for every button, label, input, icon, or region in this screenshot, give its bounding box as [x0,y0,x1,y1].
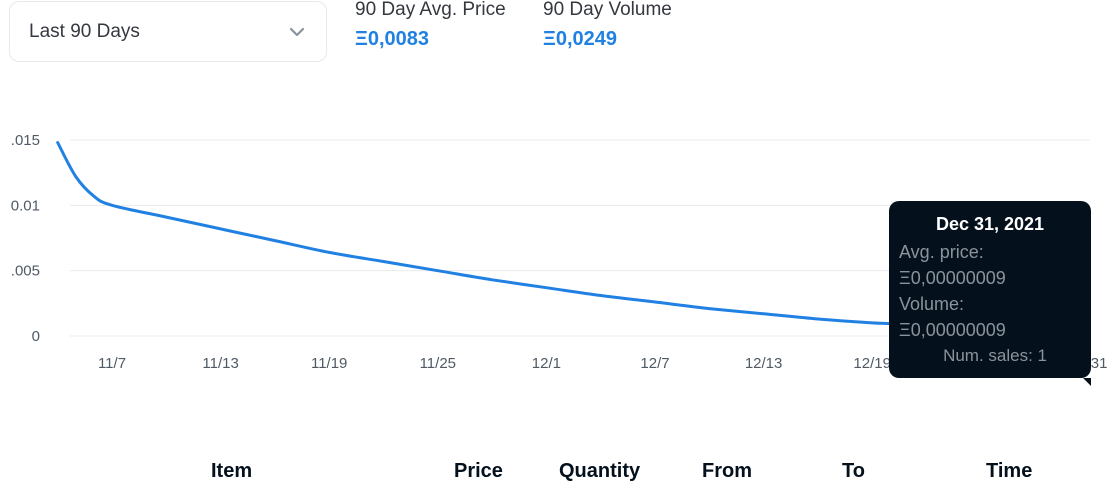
table-header-price[interactable]: Price [454,460,503,482]
avg-price-value: Ξ0,0083 [355,28,430,50]
tooltip-volume-value: Ξ0,00000009 [899,320,1006,340]
chevron-down-icon [288,23,306,41]
x-tick-label: 11/25 [420,355,456,372]
table-header-to[interactable]: To [842,460,865,482]
avg-price-stat: 90 Day Avg. Price Ξ0,0083 [355,0,506,51]
x-tick-label: 11/19 [311,355,347,372]
volume-value: Ξ0,0249 [543,28,618,50]
x-tick-label: 12/7 [640,355,669,372]
tooltip-sales: Num. sales: 1 [943,346,1047,365]
y-tick-label: .005 [11,263,40,280]
volume-label: 90 Day Volume [543,0,672,20]
x-tick-label: 12/19 [853,355,891,372]
volume-stat: 90 Day Volume Ξ0,0249 [543,0,672,51]
tooltip-volume-label: Volume: [899,294,965,314]
y-tick-label: .015 [11,132,40,149]
chart-tooltip: Dec 31, 2021 Avg. price: Ξ0,00000009 Vol… [889,201,1091,386]
table-header-quantity[interactable]: Quantity [559,460,641,482]
x-tick-label: 11/13 [202,355,238,372]
tooltip-date: Dec 31, 2021 [935,214,1045,234]
tooltip-avg-label: Avg. price: [899,242,984,262]
price-history-chart: .015 0.01 .005 0 11/7 11/13 11/19 11/25 12/1 12/… [11,132,1108,372]
y-tick-label: 0 [32,328,40,345]
table-header-item[interactable]: Item [211,460,253,482]
table-header-time[interactable]: Time [986,460,1033,482]
avg-price-line [56,141,983,337]
tooltip-avg-value: Ξ0,00000009 [899,268,1006,288]
x-tick-label: 12/1 [532,355,561,372]
date-range-value: Last 90 Days [29,20,140,42]
x-tick-label: /31 [1087,355,1108,372]
x-tick-label: 11/7 [98,355,126,372]
x-tick-label: 12/13 [745,355,783,372]
y-tick-label: 0.01 [11,197,40,214]
avg-price-label: 90 Day Avg. Price [355,0,506,20]
table-header-from[interactable]: From [702,460,752,482]
date-range-select[interactable]: Last 90 Days [9,1,327,62]
